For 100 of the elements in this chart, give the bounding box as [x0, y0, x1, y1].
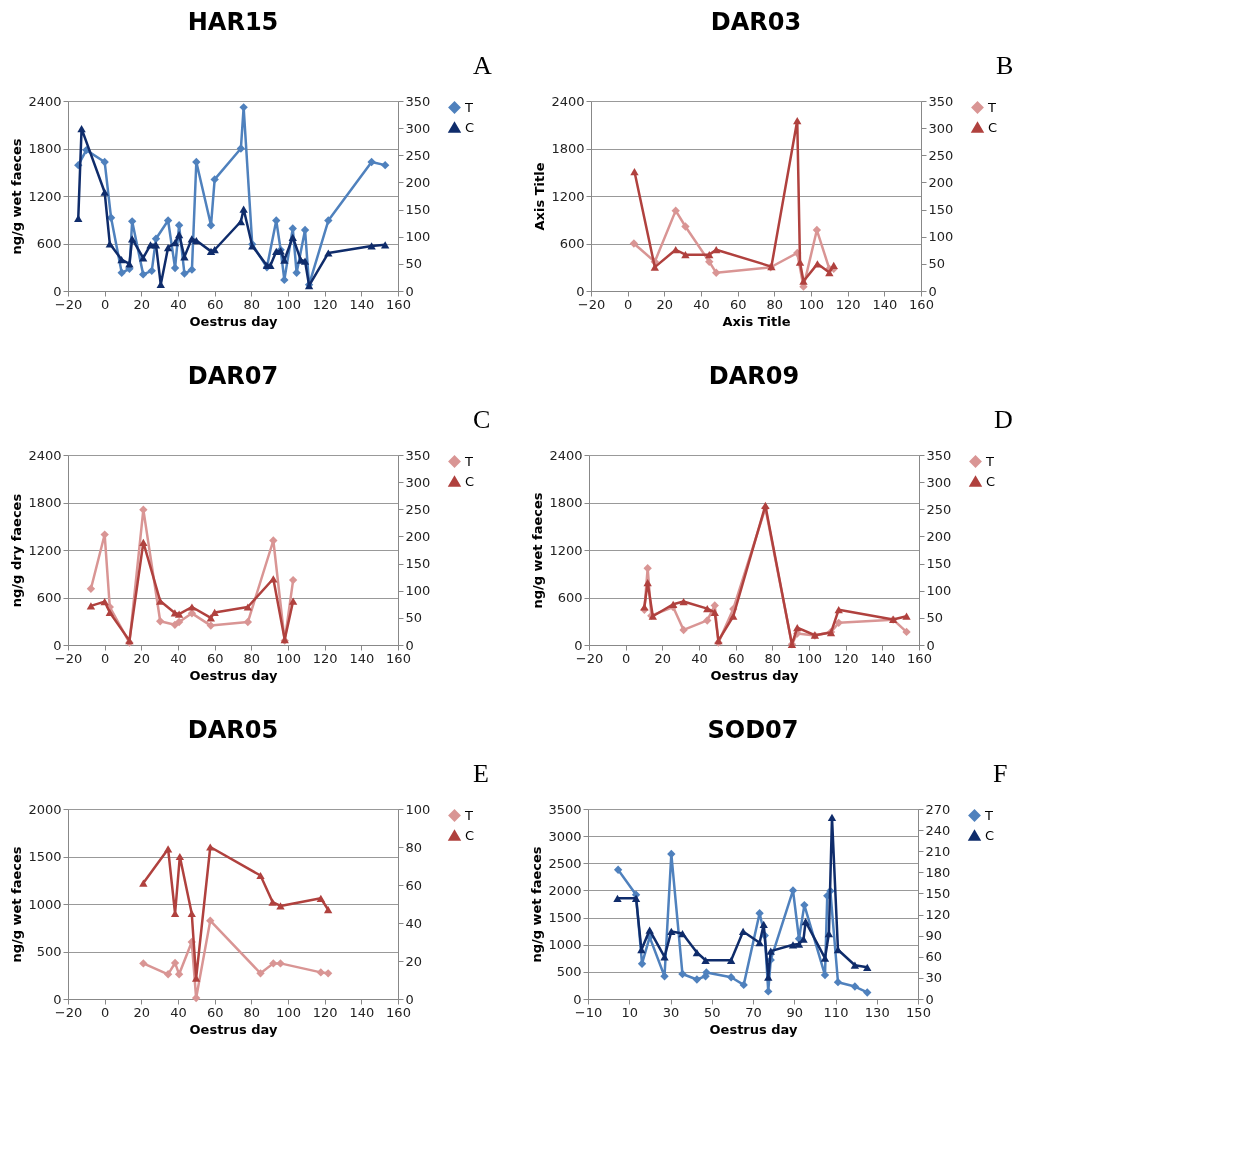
- y2-tick-label: 0: [405, 637, 414, 653]
- x-tick-label: −20: [577, 296, 606, 312]
- x-tick-label: 160: [386, 650, 411, 666]
- y2-tick-label: 150: [405, 556, 431, 572]
- y-tick-label: 0: [53, 991, 62, 1007]
- legend-label: C: [986, 473, 996, 489]
- y2-tick-label: 50: [405, 610, 423, 626]
- x-tick-label: 140: [870, 650, 896, 666]
- y-tick-label: 2400: [28, 447, 62, 463]
- x-tick-label: 60: [729, 296, 747, 312]
- x-tick-label: 90: [786, 1004, 804, 1020]
- y-tick-label: 1800: [28, 495, 62, 510]
- x-tick-label: 160: [909, 296, 934, 312]
- x-tick-label: −20: [54, 650, 83, 666]
- y2-tick-label: 200: [405, 174, 431, 190]
- y2-tick-label: 150: [926, 556, 952, 572]
- x-tick-label: 150: [906, 1004, 931, 1020]
- y2-tick-label: 240: [925, 822, 951, 838]
- chart-title: DAR09: [708, 362, 800, 390]
- y2-tick-label: 210: [925, 843, 951, 859]
- y2-tick-label: 100: [405, 229, 431, 245]
- legend-label: T: [987, 99, 996, 115]
- y-tick-label: 3000: [548, 828, 582, 844]
- y2-tick-label: 300: [926, 474, 952, 490]
- text: C: [473, 405, 491, 434]
- chart-title: DAR05: [187, 716, 279, 744]
- x-tick-label: 40: [170, 1004, 187, 1020]
- x-tick-label: −20: [54, 296, 83, 312]
- y2-tick-label: 250: [405, 501, 431, 517]
- y2-tick-label: 80: [405, 839, 423, 855]
- x-tick-label: 0: [101, 296, 110, 312]
- text: B: [996, 51, 1014, 80]
- y2-tick-label: 350: [405, 93, 431, 109]
- y2-tick-label: 0: [405, 991, 414, 1007]
- x-tick-label: 0: [101, 1004, 110, 1020]
- x-tick-label: 50: [703, 1004, 721, 1020]
- legend-label: T: [984, 807, 993, 823]
- y-axis-title: ng/g wet faeces: [530, 492, 546, 609]
- y2-tick-label: 40: [405, 915, 423, 931]
- legend-label: C: [988, 119, 998, 135]
- chart-title: SOD07: [707, 716, 799, 744]
- chart-title: HAR15: [187, 8, 279, 36]
- x-tick-label: 40: [170, 650, 187, 666]
- x-tick-label: −20: [54, 1004, 83, 1020]
- legend-label: T: [985, 453, 994, 469]
- y2-tick-label: 150: [405, 202, 431, 218]
- y-tick-label: 0: [574, 637, 583, 653]
- x-tick-label: 70: [745, 1004, 762, 1020]
- y2-tick-label: 0: [925, 991, 934, 1007]
- x-tick-label: 100: [276, 296, 301, 312]
- x-tick-label: 110: [823, 1004, 849, 1020]
- x-tick-label: 120: [833, 650, 859, 666]
- legend-label: C: [465, 827, 475, 843]
- y-axis-title: ng/g wet faeces: [9, 138, 25, 255]
- x-tick-label: 60: [206, 1004, 224, 1020]
- x-tick-label: 0: [624, 296, 633, 312]
- x-tick-label: 100: [797, 650, 822, 666]
- y2-tick-label: 60: [405, 877, 423, 893]
- x-tick-label: 140: [349, 650, 375, 666]
- x-tick-label: 60: [206, 296, 224, 312]
- y-axis-title: ng/g dry faeces: [9, 493, 25, 608]
- x-tick-label: 120: [312, 1004, 338, 1020]
- chart-title: DAR07: [187, 362, 279, 390]
- y-tick-label: 600: [36, 590, 62, 605]
- y-tick-label: 1200: [549, 542, 583, 558]
- x-tick-label: 140: [349, 1004, 375, 1020]
- text: E: [473, 759, 489, 788]
- y-tick-label: 0: [53, 637, 62, 653]
- x-tick-label: −10: [574, 1004, 603, 1020]
- x-tick-label: 140: [349, 296, 375, 312]
- y-tick-label: 0: [576, 283, 585, 299]
- text: D: [994, 405, 1013, 434]
- x-axis-title: Oestrus day: [189, 313, 278, 329]
- text: A: [473, 51, 492, 80]
- y-axis-title: ng/g wet faeces: [529, 846, 545, 963]
- y2-tick-label: 50: [926, 610, 944, 626]
- y2-tick-label: 120: [925, 907, 951, 923]
- y-tick-label: 1800: [28, 141, 62, 156]
- x-tick-label: 80: [243, 650, 261, 666]
- y2-tick-label: 100: [928, 229, 954, 245]
- y-tick-label: 600: [36, 236, 62, 251]
- x-tick-label: 120: [312, 296, 338, 312]
- x-tick-label: 60: [727, 650, 745, 666]
- x-axis-title: Axis Title: [722, 313, 791, 329]
- y-tick-label: 1200: [28, 188, 62, 204]
- x-tick-label: 40: [170, 296, 187, 312]
- x-axis-title: Oestrus day: [709, 1021, 798, 1037]
- y2-tick-label: 150: [928, 202, 954, 218]
- y-tick-label: 2400: [28, 93, 62, 109]
- x-tick-label: 120: [312, 650, 338, 666]
- y-tick-label: 500: [556, 964, 582, 980]
- legend-label: C: [985, 827, 995, 843]
- y2-tick-label: 0: [405, 283, 414, 299]
- y-tick-label: 1800: [551, 141, 585, 156]
- y-tick-label: 3500: [548, 801, 582, 817]
- y2-tick-label: 180: [925, 864, 951, 880]
- x-tick-label: 130: [864, 1004, 890, 1020]
- x-tick-label: 160: [386, 1004, 411, 1020]
- y2-tick-label: 250: [926, 501, 952, 517]
- y2-tick-label: 300: [405, 120, 431, 136]
